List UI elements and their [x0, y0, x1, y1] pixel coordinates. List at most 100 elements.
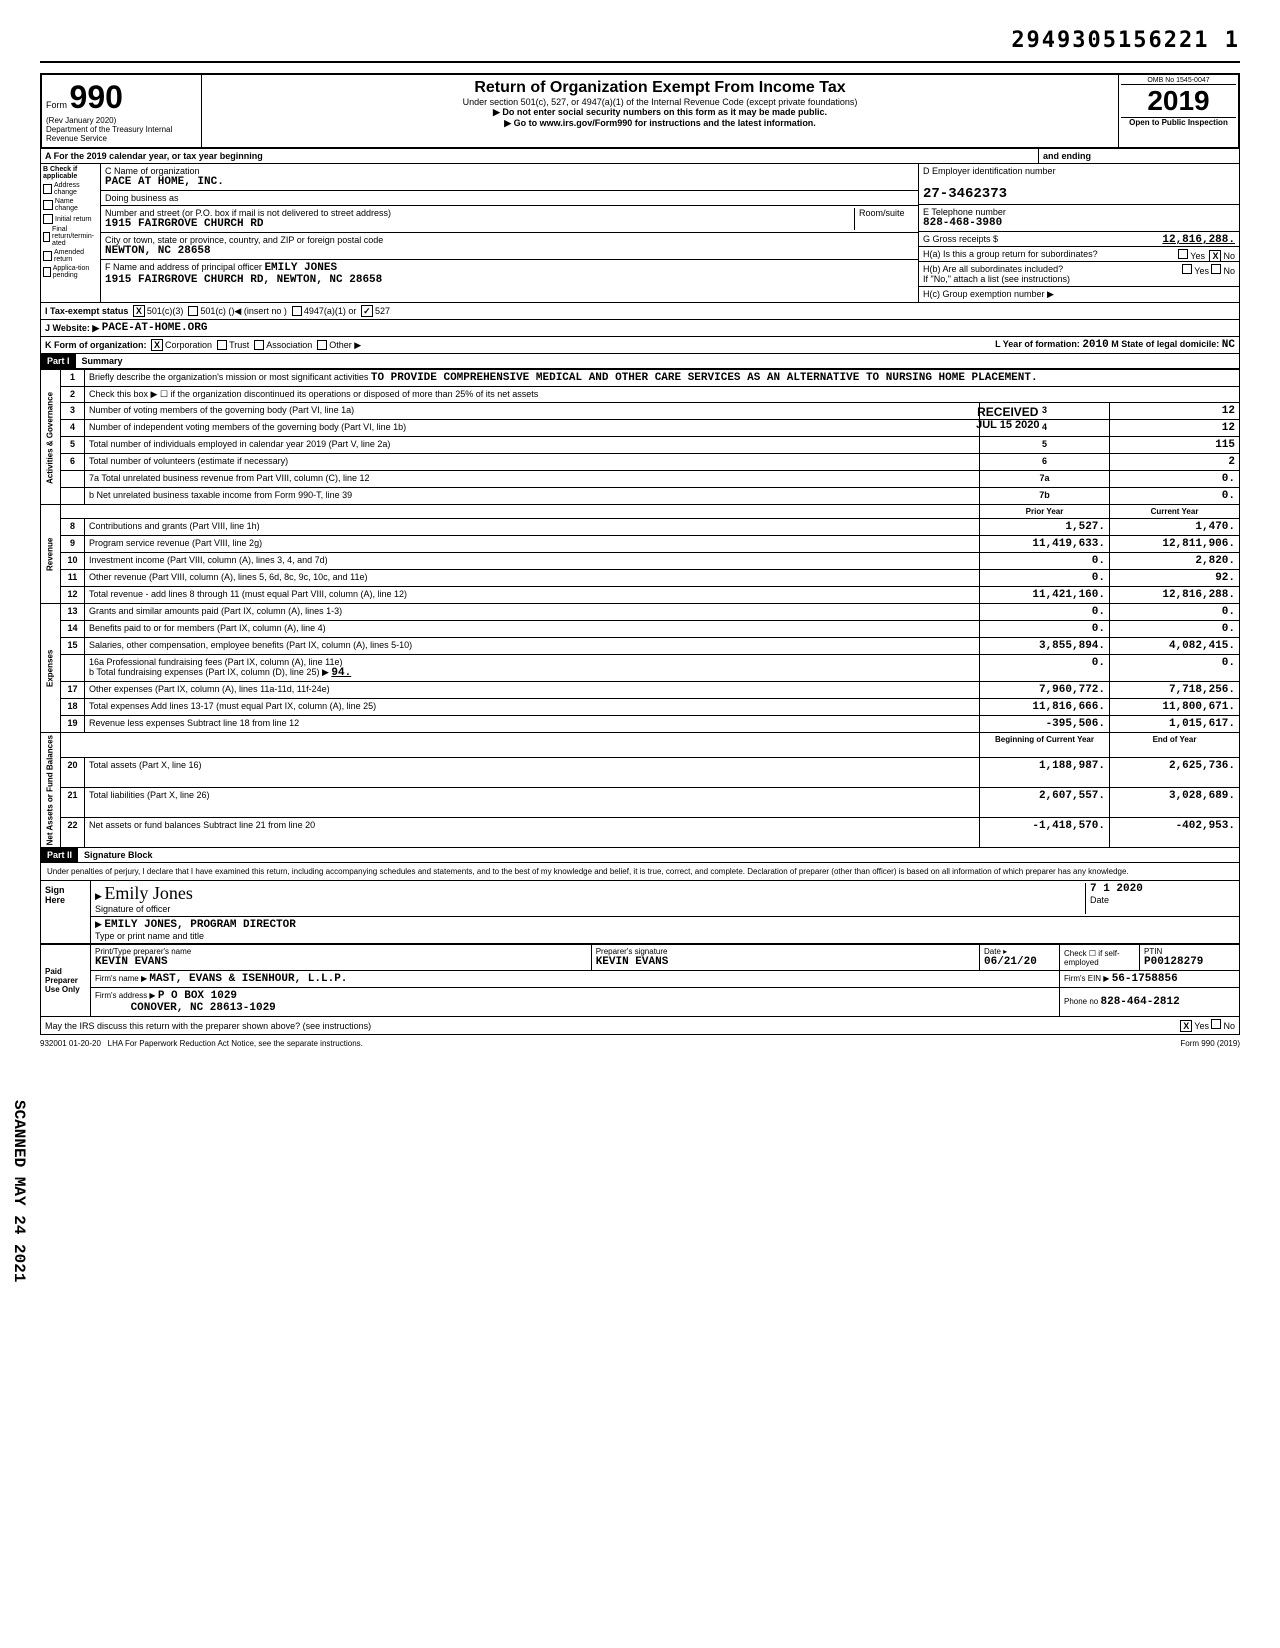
line15: Salaries, other compensation, employee b…: [85, 638, 980, 655]
line20: Total assets (Part X, line 16): [85, 757, 980, 787]
part1-header: Part I: [41, 354, 76, 368]
k-trust-box[interactable]: [217, 340, 227, 350]
line7b-num: 7b: [980, 488, 1110, 505]
line7b-val: 0.: [1110, 488, 1240, 505]
tax-year: 2019: [1121, 85, 1236, 117]
officer-addr: 1915 FAIRGROVE CHURCH RD, NEWTON, NC 286…: [105, 274, 382, 286]
line13-curr: 0.: [1110, 604, 1240, 621]
i-527-box[interactable]: ✓: [361, 305, 373, 317]
line17: Other expenses (Part IX, column (A), lin…: [85, 682, 980, 699]
hc-label: H(c) Group exemption number ▶: [919, 287, 1239, 302]
officer: EMILY JONES: [264, 262, 337, 274]
d-label: D Employer identification number: [923, 166, 1056, 176]
k-corp-box[interactable]: X: [151, 339, 163, 351]
line20-prior: 1,188,987.: [980, 757, 1110, 787]
ha-yes-box[interactable]: [1178, 249, 1188, 259]
check-address: Address change: [54, 182, 98, 196]
line17-curr: 7,718,256.: [1110, 682, 1240, 699]
line8-prior: 1,527.: [980, 519, 1110, 536]
current-year-header: Current Year: [1110, 505, 1240, 519]
m-state: NC: [1222, 339, 1235, 351]
i-501c-box[interactable]: [188, 306, 198, 316]
firm-name-label: Firm's name ▶: [95, 974, 147, 983]
line13: Grants and similar amounts paid (Part IX…: [85, 604, 980, 621]
preparer-table: Paid Preparer Use Only Print/Type prepar…: [40, 944, 1240, 1017]
checkbox-address[interactable]: [43, 184, 52, 194]
line8: Contributions and grants (Part VIII, lin…: [85, 519, 980, 536]
form-rev: (Rev January 2020): [46, 116, 197, 125]
line16b-val: 94.: [331, 667, 351, 679]
i-501c3: 501(c)(3): [147, 306, 184, 316]
dba-label: Doing business as: [101, 191, 918, 206]
website: PACE-AT-HOME.ORG: [102, 322, 208, 334]
line20-curr: 2,625,736.: [1110, 757, 1240, 787]
paid-label: Paid Preparer Use Only: [41, 945, 91, 1017]
line21: Total liabilities (Part X, line 26): [85, 788, 980, 818]
line18-curr: 11,800,671.: [1110, 699, 1240, 716]
line18-prior: 11,816,666.: [980, 699, 1110, 716]
checkbox-name[interactable]: [43, 200, 53, 210]
firm-name: MAST, EVANS & ISENHOUR, L.L.P.: [149, 973, 347, 985]
ha-no: No: [1223, 251, 1235, 261]
form-subtitle: Under section 501(c), 527, or 4947(a)(1)…: [206, 97, 1114, 107]
line2: Check this box ▶ ☐ if the organization d…: [85, 387, 1240, 403]
c-label: C Name of organization: [105, 166, 200, 176]
k-other-box[interactable]: [317, 340, 327, 350]
j-label: J Website: ▶: [45, 323, 99, 334]
line21-curr: 3,028,689.: [1110, 788, 1240, 818]
sig-text: Under penalties of perjury, I declare th…: [41, 863, 1239, 881]
ptin-label: PTIN: [1144, 947, 1162, 956]
line7a-val: 0.: [1110, 471, 1240, 488]
barcode: 2949305156221 1: [40, 20, 1240, 63]
line16a: 16a Professional fundraising fees (Part …: [89, 657, 342, 667]
check-app: Applica-tion pending: [53, 265, 98, 279]
line1-text: TO PROVIDE COMPREHENSIVE MEDICAL AND OTH…: [371, 372, 1038, 384]
i-label: I Tax-exempt status: [45, 306, 128, 316]
k-assoc: Association: [266, 340, 312, 350]
i-501c3-box[interactable]: X: [133, 305, 145, 317]
form-dept: Department of the Treasury Internal Reve…: [46, 125, 197, 143]
k-assoc-box[interactable]: [254, 340, 264, 350]
checkbox-initial[interactable]: [43, 214, 53, 224]
scanned-stamp: SCANNED MAY 24 2021: [10, 1100, 28, 1282]
line10-curr: 2,820.: [1110, 553, 1240, 570]
form-sub2: ▶ Do not enter social security numbers o…: [206, 107, 1114, 118]
checkbox-app[interactable]: [43, 267, 51, 277]
may-yes-box[interactable]: X: [1180, 1020, 1192, 1032]
line22: Net assets or fund balances Subtract lin…: [85, 818, 980, 848]
side-governance: Activities & Governance: [41, 370, 61, 505]
line15-prior: 3,855,894.: [980, 638, 1110, 655]
i-4947-box[interactable]: [292, 306, 302, 316]
side-revenue: Revenue: [41, 505, 61, 604]
line7a: 7a Total unrelated business revenue from…: [85, 471, 980, 488]
m-label: M State of legal domicile:: [1111, 339, 1219, 349]
line9: Program service revenue (Part VIII, line…: [85, 536, 980, 553]
footer-lha: LHA For Paperwork Reduction Act Notice, …: [108, 1039, 363, 1048]
line6-num: 6: [980, 454, 1110, 471]
prep-sig: KEVIN EVANS: [596, 956, 669, 968]
checkbox-final[interactable]: [43, 232, 50, 242]
ha-no-box[interactable]: X: [1209, 250, 1221, 262]
line14-curr: 0.: [1110, 621, 1240, 638]
side-expenses: Expenses: [41, 604, 61, 733]
form-title: Return of Organization Exempt From Incom…: [206, 79, 1114, 97]
line12-prior: 11,421,160.: [980, 587, 1110, 604]
may-no-box[interactable]: [1211, 1019, 1221, 1029]
i-527: 527: [375, 306, 390, 316]
sig-officer-label: Signature of officer: [95, 904, 170, 914]
line16a-curr: 0.: [1110, 655, 1240, 682]
hb-no-box[interactable]: [1211, 264, 1221, 274]
check-name: Name change: [55, 198, 98, 212]
k-other: Other ▶: [329, 340, 361, 351]
checkbox-amended[interactable]: [43, 251, 52, 261]
line12: Total revenue - add lines 8 through 11 (…: [85, 587, 980, 604]
org-name: PACE AT HOME, INC.: [105, 176, 224, 188]
f-label: F Name and address of principal officer: [105, 262, 262, 272]
line6: Total number of volunteers (estimate if …: [85, 454, 980, 471]
line1-label: Briefly describe the organization's miss…: [89, 372, 368, 382]
sig-name: EMILY JONES, PROGRAM DIRECTOR: [104, 919, 295, 931]
line8-curr: 1,470.: [1110, 519, 1240, 536]
line9-curr: 12,811,906.: [1110, 536, 1240, 553]
hb-yes-box[interactable]: [1182, 264, 1192, 274]
phone: 828-468-3980: [923, 217, 1002, 229]
